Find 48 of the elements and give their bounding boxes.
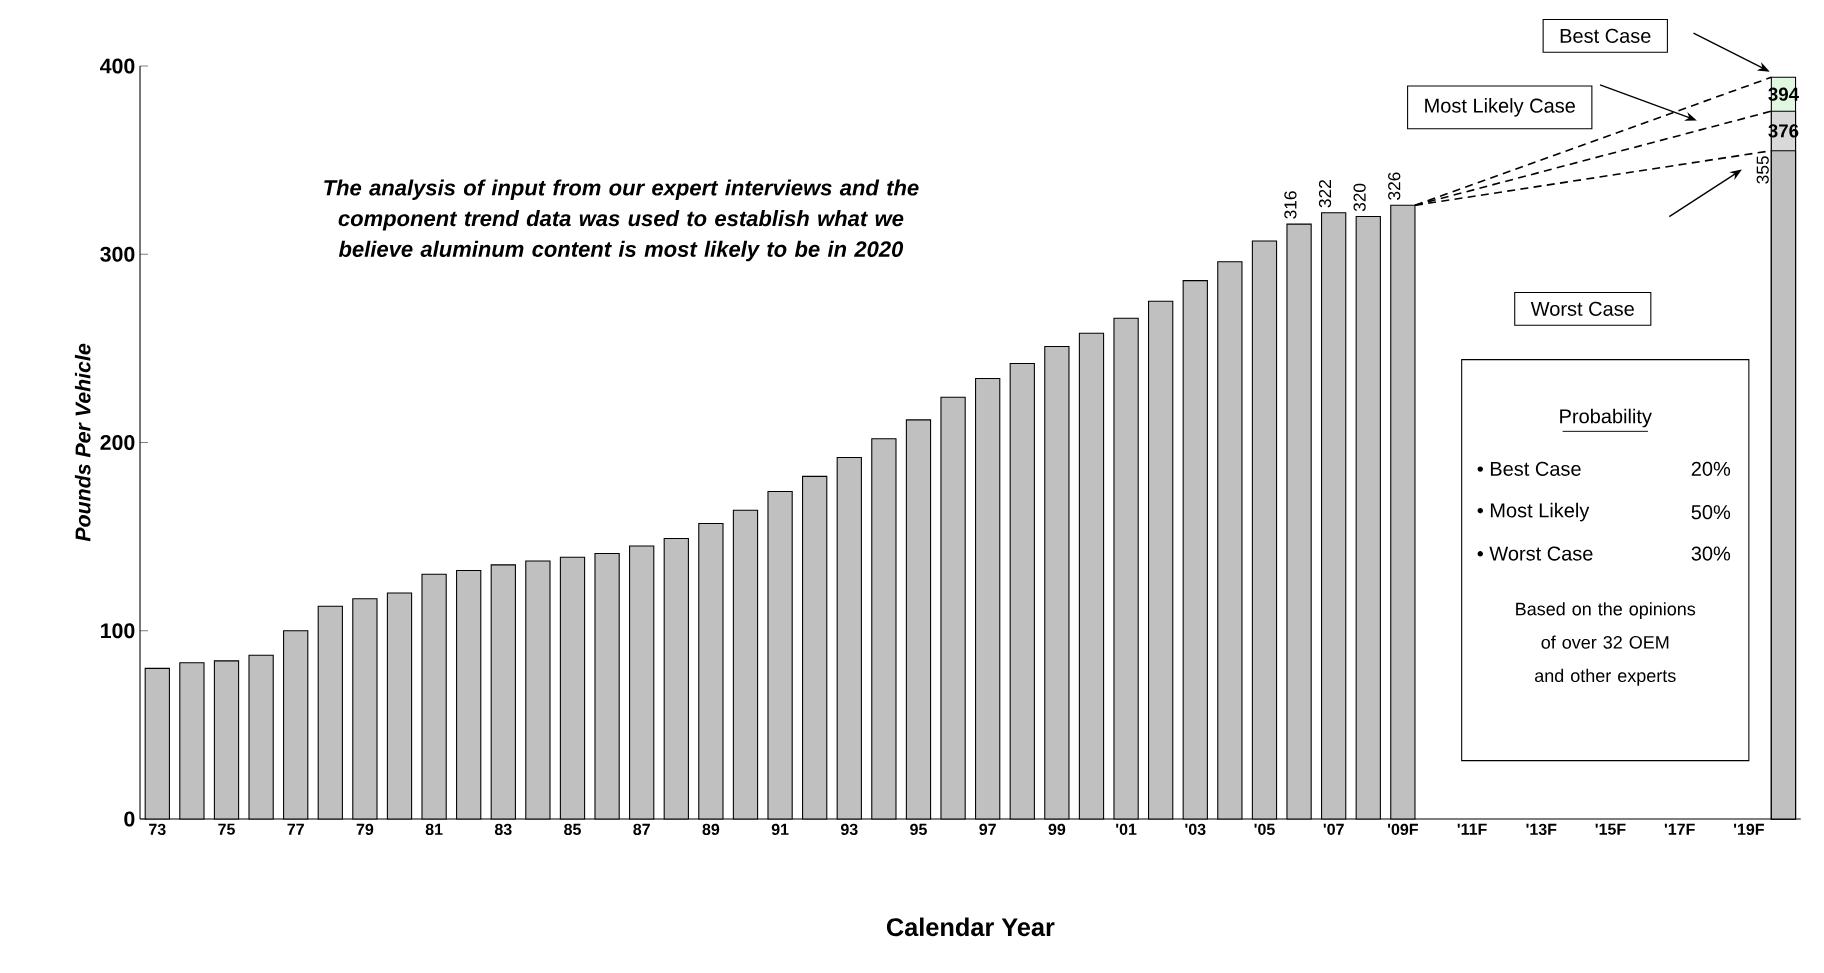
annotation: The analysis of input from our expert interviews and the component trend data was used to establish what we believe aluminum content is most likely to be in 2020 xyxy=(324,179,919,262)
x-tick-label: 81 xyxy=(425,823,443,836)
y-axis-title: Pounds Per Vehicle xyxy=(74,343,91,542)
annotation: 30% xyxy=(1691,546,1731,561)
y-tick-label: 400 xyxy=(100,58,135,74)
y-tick-label: 0 xyxy=(124,811,135,827)
x-tick-label: '11F xyxy=(1457,823,1487,835)
y-tick-label: 100 xyxy=(101,623,135,639)
x-tick-label: '17F xyxy=(1664,823,1695,835)
x-tick-label: 99 xyxy=(1048,823,1066,836)
x-tick-label: '15F xyxy=(1595,823,1626,835)
x-tick-label: 85 xyxy=(564,823,581,836)
x-tick-label: 91 xyxy=(771,823,789,836)
annotation: • Best Case xyxy=(1477,461,1581,476)
annotation: Most Likely Case xyxy=(1425,98,1575,117)
annotation: Based on the opinions of over 32 OEM and other experts xyxy=(1516,602,1696,686)
y-tick-label: 300 xyxy=(100,246,135,262)
x-tick-label: '19F xyxy=(1734,823,1764,836)
annotation: Probability xyxy=(1560,408,1652,428)
text: Best Case xyxy=(1560,28,1651,43)
x-tick-label: '13F xyxy=(1526,823,1557,836)
x-tick-label: 73 xyxy=(149,823,166,836)
x-tick-label: 83 xyxy=(494,823,512,836)
annotation: 50% xyxy=(1691,505,1731,520)
annotation: Worst Case xyxy=(1530,301,1634,316)
data-label: 355 xyxy=(1756,156,1769,184)
x-tick-label: 97 xyxy=(979,823,996,836)
x-tick-label: '03 xyxy=(1185,823,1206,836)
x-tick-label: '07 xyxy=(1323,823,1344,836)
x-axis-title: Calendar Year xyxy=(886,917,1055,937)
data-label: 320 xyxy=(1353,183,1366,212)
annotation: • Most Likely xyxy=(1477,502,1590,522)
x-tick-label: 77 xyxy=(287,823,304,835)
x-tick-label: 87 xyxy=(633,823,650,836)
data-label: 322 xyxy=(1318,180,1332,208)
x-tick-label: 95 xyxy=(910,823,927,836)
x-tick-label: '05 xyxy=(1254,823,1275,836)
annotation: 20% xyxy=(1691,461,1731,476)
x-tick-label: 93 xyxy=(840,823,858,836)
y-tick-label: 200 xyxy=(100,434,135,451)
x-tick-label: 75 xyxy=(218,823,235,835)
data-label: 316 xyxy=(1284,191,1297,219)
x-tick-label: '01 xyxy=(1116,823,1137,836)
data-label: 326 xyxy=(1388,172,1401,200)
annotation: • Worst Case xyxy=(1477,546,1593,561)
x-tick-label: '09F xyxy=(1388,823,1418,836)
x-tick-label: 89 xyxy=(702,823,720,836)
x-tick-label: 79 xyxy=(356,823,374,836)
